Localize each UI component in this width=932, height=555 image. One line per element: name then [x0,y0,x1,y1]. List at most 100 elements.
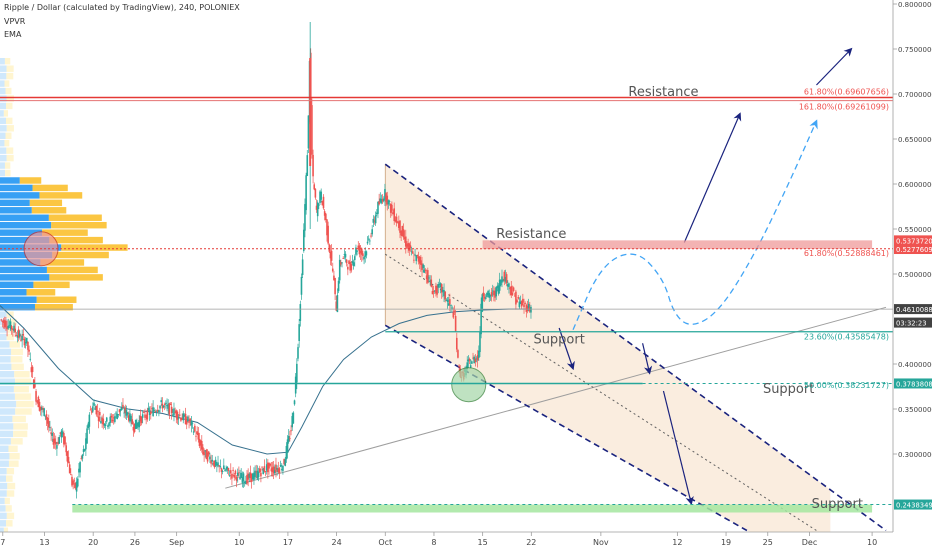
fib-level-label: 61.80%(0.69607656) [804,88,889,97]
candle-body [214,459,217,466]
candle-body [341,262,343,264]
candle-body [360,248,363,255]
candle-body [189,418,192,421]
candle-body [149,411,152,415]
candle-body [320,191,322,200]
candle-body [409,245,412,248]
price-label-text: 0.24383493 [896,502,932,510]
volume-bar-up [0,445,9,453]
volume-bar-up [0,125,7,132]
volume-bar-up [0,453,10,460]
candle-body [271,467,274,472]
volume-bar-down [13,423,28,430]
candle-body [53,438,56,444]
candle-body [268,462,270,469]
candle-body [394,219,397,222]
candle-body [138,420,141,428]
candle-body [229,470,232,474]
annotation-label: Support [763,382,814,397]
candle-body [254,470,256,478]
volume-bar-up [0,281,34,289]
candle-body [242,473,245,482]
time-axis-bg [0,532,932,550]
channel-mid-line [385,253,817,531]
annotation-label: Resistance [628,85,698,100]
volume-bar-up [0,348,12,356]
candle-body [165,402,167,404]
volume-bar-up [0,132,6,139]
candle-body [401,225,404,236]
channel-upper-line [384,163,887,532]
candle-body [406,244,408,249]
time-tick-label: Dec [802,538,817,547]
candle-body [336,294,339,313]
volume-bar-down [6,125,14,132]
volume-bar-down [4,497,10,505]
candle-body [280,469,283,470]
candle-body [453,311,456,313]
candle-body [371,229,373,235]
candle-body [27,341,29,350]
candle-body [343,253,346,255]
candle-body [245,480,247,485]
candle-body [350,264,353,271]
candle-body [422,264,424,269]
volume-bar-down [3,527,9,532]
price-axis-bg [893,0,932,550]
candle-body [34,383,36,388]
candle-body [187,416,189,422]
candle-body [505,274,508,284]
candle-body [427,270,429,283]
annotation-label: Resistance [496,227,566,242]
candle-body [182,413,185,421]
candle-body [445,299,448,301]
candle-body [240,472,243,478]
candle-body [76,478,79,487]
candle-body [217,462,219,467]
candle-body [216,463,218,466]
volume-bar-down [19,177,42,184]
candle-body [10,326,13,330]
candle-body [518,301,521,308]
candle-body [250,473,253,482]
volume-bar-up [0,303,35,311]
volume-bar-up [0,356,11,363]
candle-body [227,467,230,472]
candle-body [60,430,63,438]
candle-body [277,468,280,472]
candle-body [86,428,88,444]
volume-bar-down [10,438,23,445]
candle-body [490,292,493,296]
candle-body [323,211,326,216]
candle-body [284,459,287,466]
candle-body [160,400,163,403]
volume-bar-down [13,430,28,438]
volume-bar-down [6,333,14,341]
volume-bar-up [0,58,5,65]
candle-body [331,268,334,272]
volume-bar-down [48,214,102,221]
candle-body [478,350,480,359]
candle-body [311,105,313,155]
candle-body [319,191,321,203]
candle-body [177,417,180,419]
candle-body [480,303,482,335]
candle-body [328,244,331,252]
candle-body [488,293,491,298]
candle-body [498,279,501,291]
forecast-arrow [642,343,653,375]
candle-body [73,480,76,482]
candle-body [352,262,355,266]
candle-body [438,283,441,285]
candle-body [384,189,386,199]
candle-body [248,474,251,478]
indicator-ema[interactable]: EMA [4,30,22,39]
plot-layer [0,22,887,532]
candle-body [413,259,415,261]
volume-bar-down [8,445,18,453]
candle-body [467,359,470,362]
indicator-vpvr[interactable]: VPVR [4,17,26,26]
volume-bar-up [0,289,27,296]
